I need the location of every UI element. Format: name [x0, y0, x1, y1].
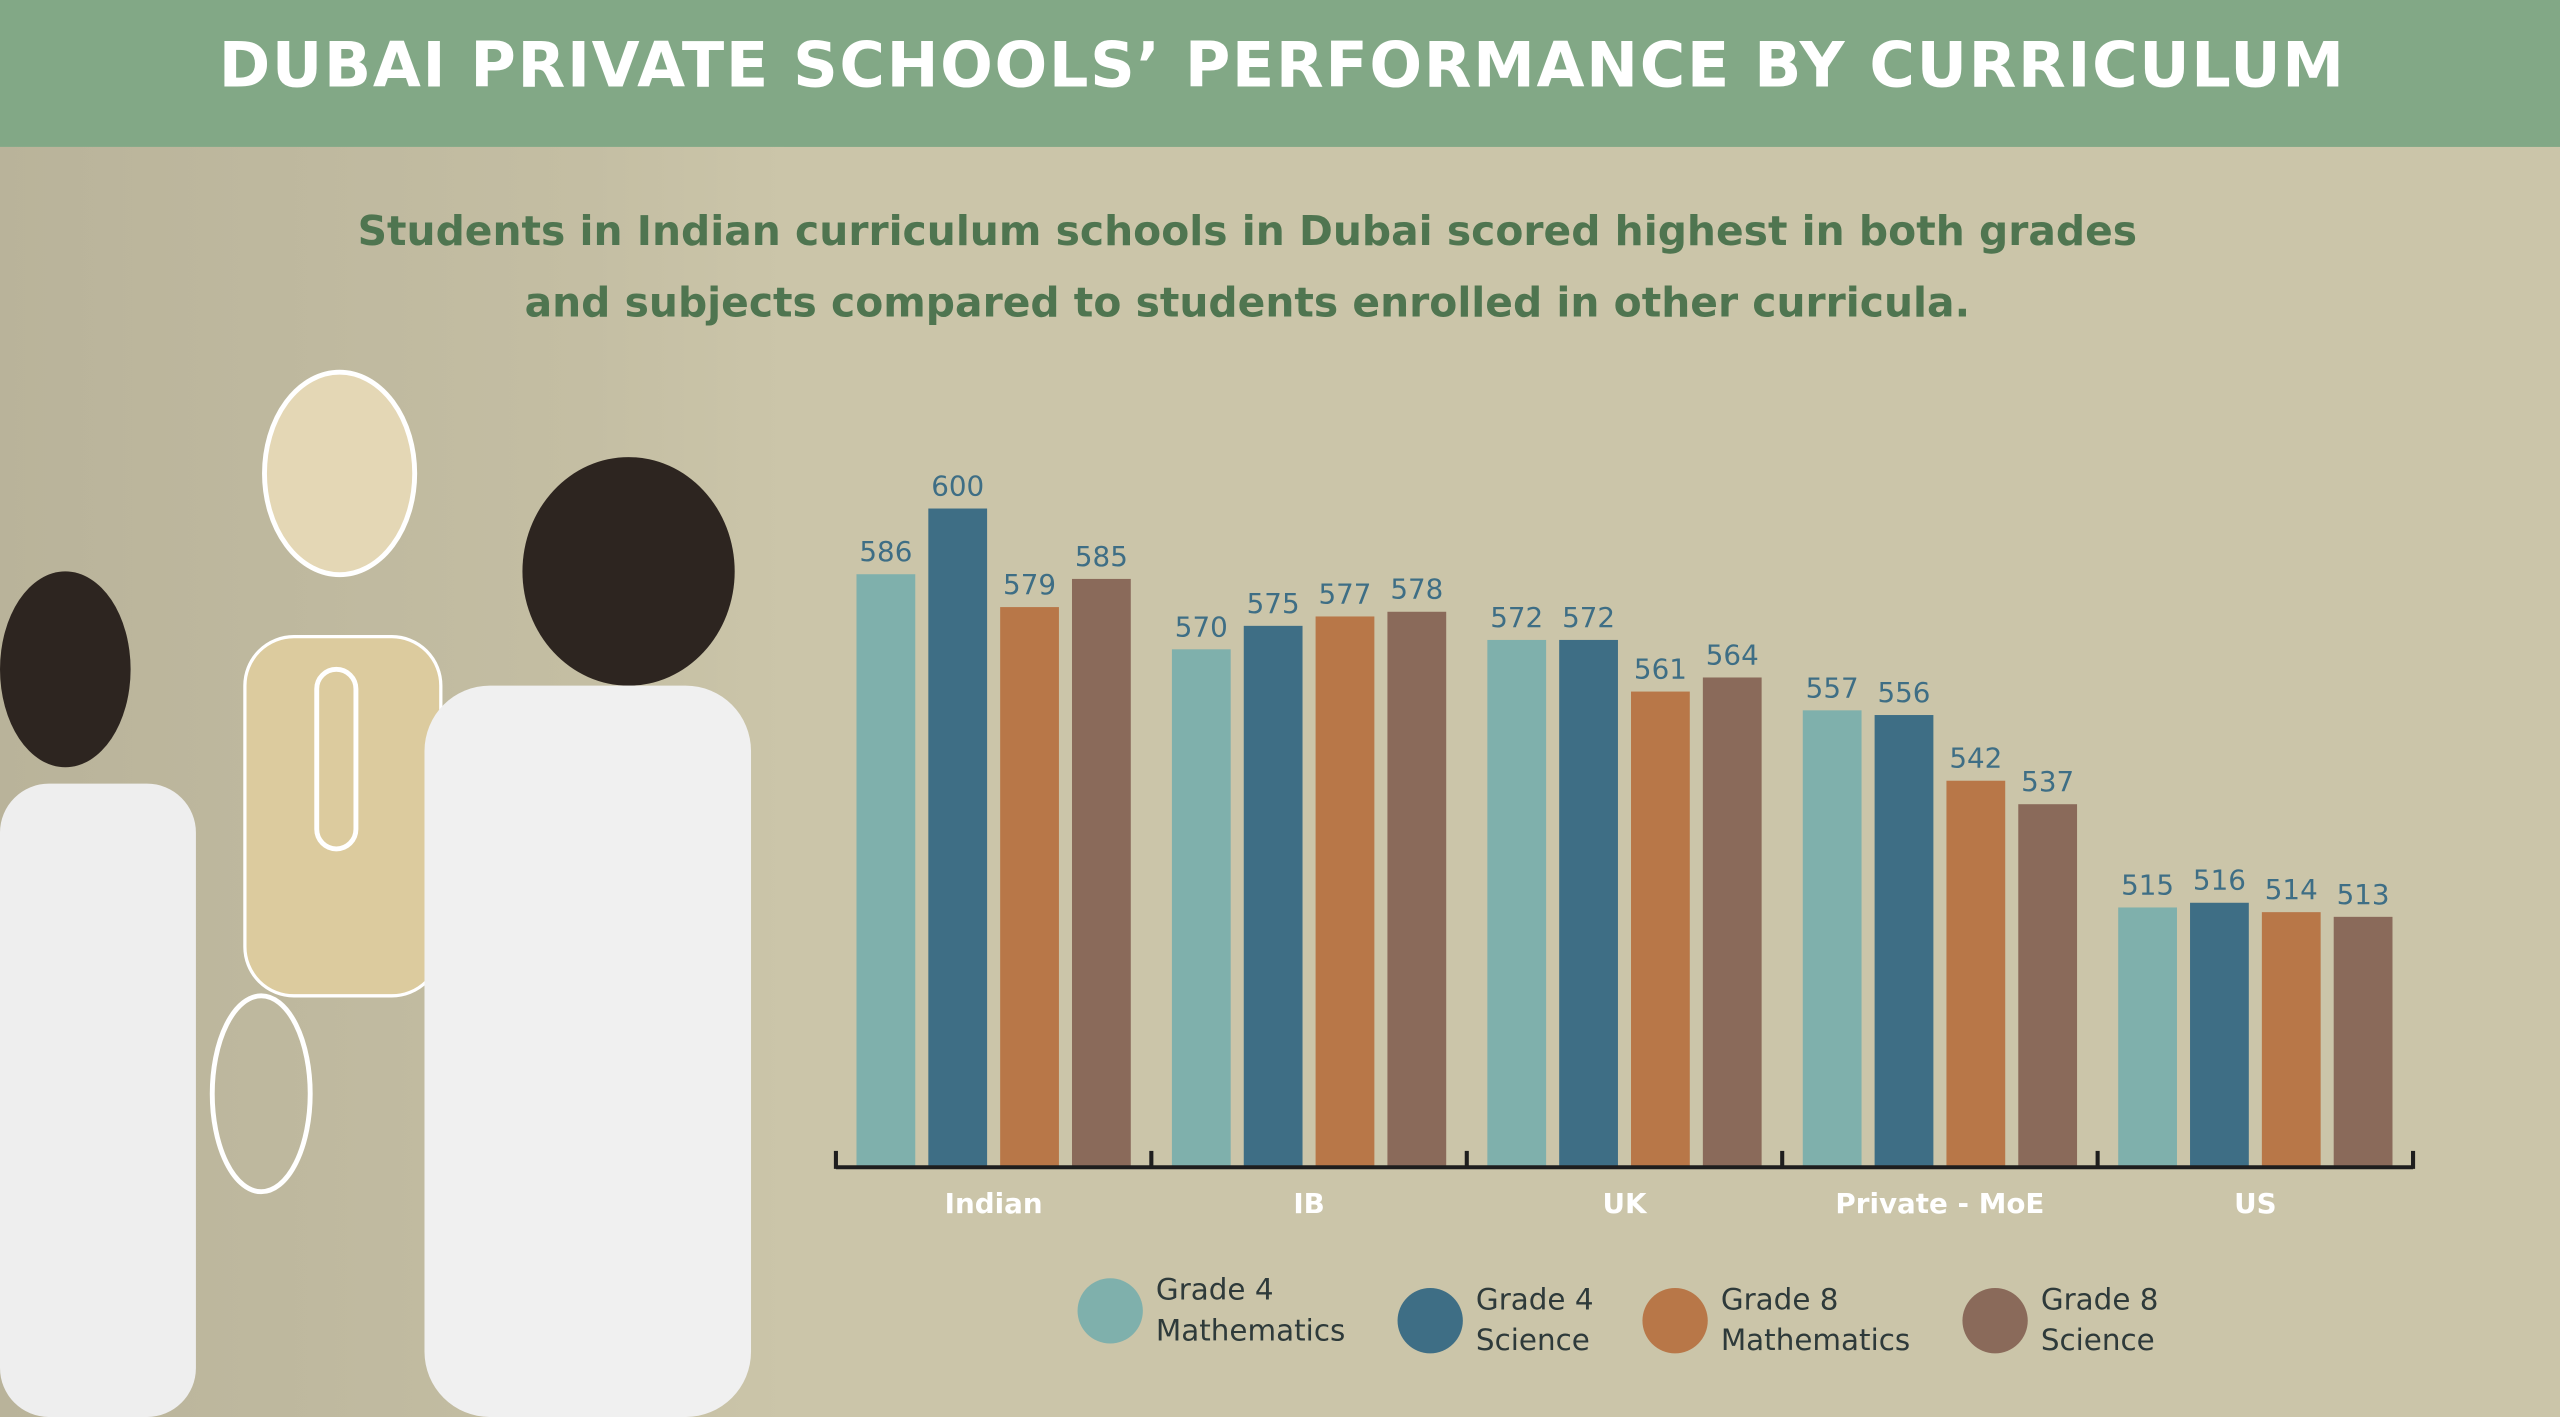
bar [1387, 611, 1447, 1166]
legend-item: Grade 4 Mathematics [1077, 1270, 1352, 1352]
bar [856, 574, 916, 1166]
legend-item: Grade 8 Science [1962, 1280, 2236, 1362]
bar [2018, 804, 2078, 1166]
legend-item: Grade 8 Mathematics [1642, 1280, 1916, 1362]
bar [1000, 607, 1059, 1166]
legend-swatch [1397, 1288, 1463, 1354]
bar [1702, 677, 1762, 1166]
subtitle: Students in Indian curriculum schools in… [357, 207, 2138, 327]
value-label: 572 [1562, 601, 1615, 634]
value-label: 585 [1075, 540, 1128, 573]
x-tick-label: IB [1293, 1187, 1324, 1220]
legend-label: Grade 4 Mathematics [1155, 1273, 1346, 1349]
bar [1631, 691, 1690, 1166]
bar [2261, 912, 2321, 1166]
legend-label: Grade 8 Science [2040, 1283, 2159, 1359]
legend-label: Grade 4 Science [1475, 1283, 1594, 1359]
bar [1946, 780, 2006, 1166]
x-tick-label: Indian [945, 1187, 1043, 1220]
value-label: 586 [859, 535, 912, 568]
value-label: 542 [1949, 742, 2002, 775]
bar [1559, 639, 1618, 1166]
value-label: 579 [1003, 568, 1056, 601]
legend-item: Grade 4 Science [1397, 1280, 1672, 1362]
bar [1802, 710, 1862, 1166]
value-label: 578 [1390, 573, 1443, 606]
value-label: 556 [1878, 676, 1931, 709]
bar [1874, 715, 1934, 1166]
value-label: 557 [1806, 671, 1859, 704]
legend-swatch [1077, 1278, 1143, 1344]
title: DUBAI PRIVATE SCHOOLS’ PERFORMANCE BY CU… [218, 29, 2346, 102]
value-label: 514 [2265, 873, 2318, 906]
value-label: 564 [1706, 638, 1759, 671]
value-label: 537 [2021, 765, 2074, 798]
legend-swatch [1642, 1288, 1708, 1354]
photo [0, 146, 784, 1417]
bar [1487, 639, 1547, 1166]
bar [1243, 625, 1303, 1166]
value-label: 516 [2193, 864, 2246, 897]
legend-swatch [1962, 1288, 2028, 1354]
bar [1315, 616, 1375, 1166]
bar [2118, 907, 2177, 1166]
x-tick-label: Private - MoE [1835, 1187, 2044, 1220]
value-label: 572 [1490, 601, 1543, 634]
bar [2190, 902, 2249, 1166]
x-tick-label: US [2234, 1187, 2277, 1220]
x-tick-label: UK [1602, 1187, 1648, 1220]
legend-label: Grade 8 Mathematics [1720, 1283, 1911, 1359]
value-label: 575 [1247, 587, 1300, 620]
value-label: 577 [1318, 577, 1371, 610]
value-label: 561 [1634, 653, 1687, 686]
bar [1071, 578, 1131, 1166]
header: DUBAI PRIVATE SCHOOLS’ PERFORMANCE BY CU… [0, 0, 2560, 147]
bar [928, 508, 988, 1166]
bar [1171, 649, 1231, 1166]
legend: Grade 4 Mathematics Grade 4 Science Grade … [1077, 1270, 2547, 1384]
value-label: 515 [2121, 868, 2174, 901]
value-label: 513 [2337, 878, 2390, 911]
value-label: 600 [931, 469, 984, 502]
bar [2333, 916, 2393, 1166]
value-label: 570 [1175, 610, 1228, 643]
